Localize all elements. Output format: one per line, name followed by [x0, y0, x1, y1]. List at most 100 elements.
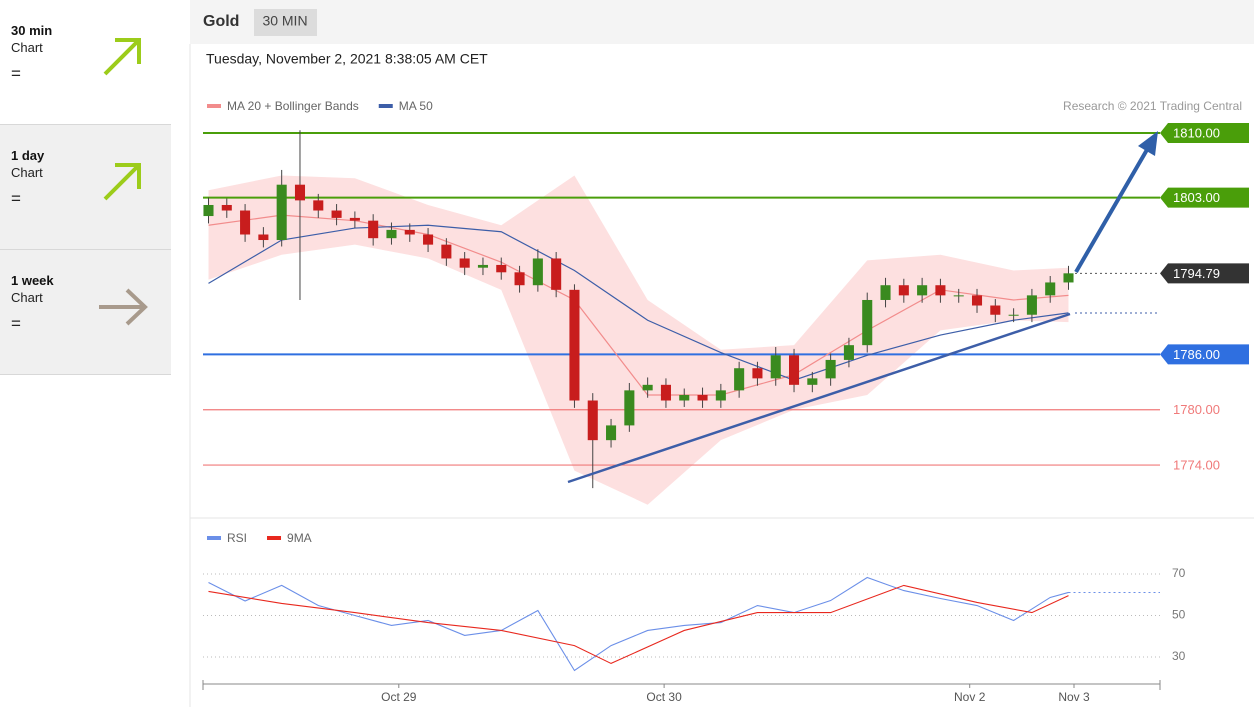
candle-body [1045, 282, 1056, 296]
candle-body [898, 285, 909, 296]
sign: = [11, 189, 21, 208]
sidebar: 30 min Chart = 1 day Chart = 1 week Chart = [0, 0, 171, 377]
candle-body [715, 390, 726, 401]
candle-body [935, 285, 946, 296]
candle-body [404, 229, 415, 235]
candle-body [587, 400, 598, 441]
copyright: Research © 2021 Trading Central [1063, 99, 1242, 113]
period: 1 day [11, 148, 45, 163]
candle-body [276, 184, 287, 241]
legend-swatch [378, 104, 393, 108]
timeframe-box [254, 9, 317, 36]
legend-label: MA 20 + Bollinger Bands [227, 99, 359, 113]
timeframe: 30 MIN [262, 13, 307, 29]
header-bar [190, 0, 1254, 44]
x-tick-label: Oct 30 [646, 690, 682, 704]
candle-body [752, 368, 763, 379]
legend-swatch [207, 104, 221, 108]
candle-body [825, 359, 836, 379]
level-tag [1160, 187, 1249, 208]
level-label: 1794.79 [1173, 266, 1220, 281]
candle-body [679, 394, 690, 401]
candle-body [203, 204, 214, 217]
trend-arrow [103, 163, 141, 201]
timeframe-item[interactable]: 1 week Chart = [0, 250, 171, 375]
candle-body [1063, 273, 1074, 283]
candle-body [459, 258, 470, 268]
level-label: 1780.00 [1173, 402, 1220, 417]
candle-body [258, 234, 269, 241]
rsi-line [208, 584, 1069, 665]
legend-swatch [207, 536, 221, 540]
item-label: Chart [11, 40, 43, 55]
level-label: 1786.00 [1173, 347, 1220, 362]
candle-body [221, 204, 232, 211]
x-tick-label: Nov 2 [954, 690, 986, 704]
indicator-line [208, 224, 1069, 381]
candle-body [514, 272, 525, 286]
candle-body [1026, 295, 1037, 315]
candle-body [862, 299, 873, 346]
candle-body [1008, 314, 1019, 316]
candle-body [807, 378, 818, 385]
candle-body [770, 355, 781, 379]
timeframe-item[interactable]: 30 min Chart = [0, 0, 171, 125]
trend-line [567, 312, 1071, 484]
arrow-shape [99, 288, 148, 326]
timeframe-item[interactable]: 1 day Chart = [0, 125, 171, 250]
timestamp: Tuesday, November 2, 2021 8:38:05 AM CET [206, 51, 488, 67]
candle-body [368, 220, 379, 239]
candle-body [386, 229, 397, 239]
item-label: Chart [11, 290, 43, 305]
candle-body [240, 210, 251, 235]
level-label: 1803.00 [1173, 190, 1220, 205]
candle-body [349, 217, 360, 221]
instrument-title: Gold [203, 13, 239, 30]
candle-body [294, 184, 306, 201]
candle-body [569, 289, 580, 401]
rsi-line [208, 576, 1069, 672]
candle-body [843, 345, 854, 360]
target-arrowhead [1138, 131, 1158, 156]
y-tick-label: 50 [1172, 608, 1186, 622]
legend-label: MA 50 [399, 99, 433, 113]
level-label: 1810.00 [1173, 125, 1220, 140]
candle-body [660, 384, 671, 401]
x-tick-label: Oct 29 [381, 690, 417, 704]
period: 1 week [11, 273, 54, 288]
candle-body [953, 295, 964, 297]
target-arrow [1074, 146, 1150, 274]
candle-body [880, 285, 891, 300]
trend-arrow [103, 38, 141, 76]
candle-body [624, 390, 635, 426]
y-tick-label: 30 [1172, 649, 1186, 663]
sign: = [11, 314, 21, 333]
candle-body [734, 368, 745, 391]
candle-body [423, 234, 434, 245]
candle-body [990, 305, 1001, 315]
level-tag [1160, 344, 1249, 365]
candle-body [532, 258, 543, 286]
x-tick-label: Nov 3 [1058, 690, 1090, 704]
trend-arrow [99, 288, 148, 326]
level-tag [1160, 263, 1249, 284]
candle-body [917, 285, 928, 296]
sign: = [11, 64, 21, 83]
candle-body [606, 425, 617, 441]
legend-swatch [267, 536, 282, 540]
candle-body [331, 210, 342, 218]
item-label: Chart [11, 165, 43, 180]
legend-label: RSI [227, 531, 247, 545]
arrow-shape [103, 163, 141, 201]
candle-body [971, 295, 983, 306]
candle-body [441, 244, 452, 259]
y-tick-label: 70 [1172, 566, 1186, 580]
legend-label: 9MA [287, 531, 312, 545]
candle-body [477, 264, 488, 268]
candle-body [697, 394, 708, 401]
level-label: 1774.00 [1173, 458, 1220, 473]
candle-body [551, 258, 562, 290]
candle-body [313, 200, 324, 211]
